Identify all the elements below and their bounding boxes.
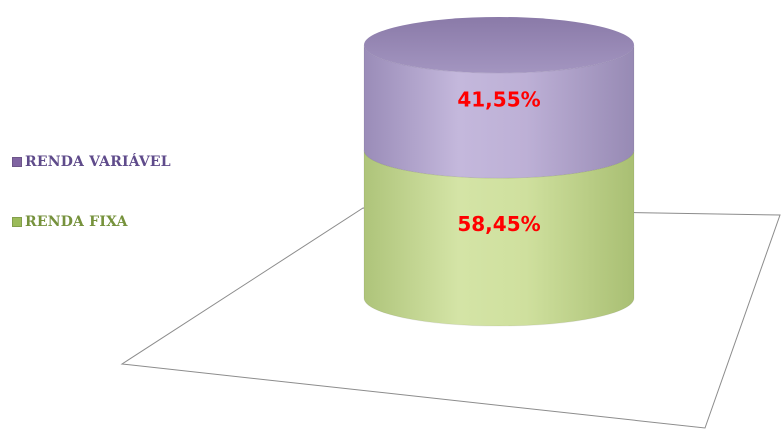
data-label-renda-fixa: 58,45% [457, 212, 540, 236]
legend-item-renda-variavel: RENDA VARIÁVEL [12, 150, 242, 174]
legend-swatch-renda-fixa [12, 217, 22, 227]
legend-swatch-renda-variavel [12, 157, 22, 167]
data-label-renda-variavel: 41,55% [457, 88, 540, 112]
legend-item-renda-fixa: RENDA FIXA [12, 210, 242, 234]
legend: RENDA VARIÁVEL RENDA FIXA [12, 150, 242, 270]
bar-group: 58,45% 41,55% [363, 17, 635, 327]
legend-label-renda-fixa: RENDA FIXA [25, 214, 128, 230]
legend-label-renda-variavel: RENDA VARIÁVEL [25, 154, 171, 170]
cylinder-top-cap [364, 17, 634, 73]
